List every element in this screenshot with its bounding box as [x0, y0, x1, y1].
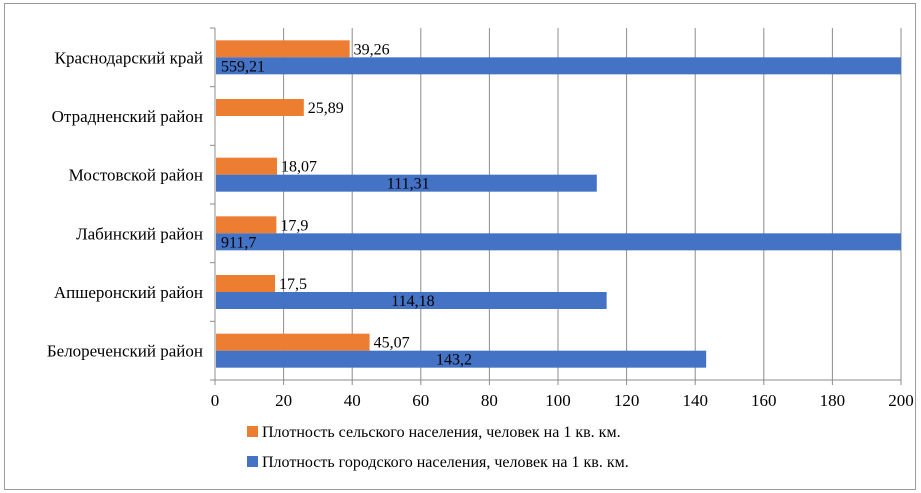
- bar-rural: [216, 99, 304, 116]
- bars: [216, 40, 901, 368]
- data-label-urban: 114,18: [391, 293, 434, 310]
- x-tick-label: 180: [820, 391, 846, 410]
- bar-rural: [216, 333, 370, 351]
- data-label-urban: 111,31: [387, 176, 430, 193]
- data-label-rural: 25,89: [308, 100, 344, 117]
- x-tick-label: 140: [682, 391, 708, 410]
- x-tick-label: 20: [275, 391, 292, 410]
- category-label: Апшеронский район: [54, 283, 203, 302]
- legend-swatch: [247, 426, 258, 437]
- legend-swatch: [247, 456, 258, 467]
- legend-label: Плотность сельского населения, человек н…: [262, 424, 621, 441]
- x-tick-label: 60: [412, 391, 429, 410]
- legend: Плотность сельского населения, человек н…: [247, 424, 629, 471]
- x-tick-label: 120: [614, 391, 640, 410]
- data-labels: 39,26 559,21 25,89 18,07 111,31 17,9 911,7 17,5…: [221, 41, 472, 368]
- bar-rural: [216, 275, 276, 292]
- category-label: Лабинский район: [76, 224, 203, 243]
- x-tick-label: 200: [888, 391, 914, 410]
- bar-chart: Краснодарский край Отрадненский район Мост…: [47, 27, 914, 471]
- data-label-urban: 911,7: [221, 234, 256, 251]
- bar-rural: [216, 157, 277, 175]
- x-tick-label: 160: [751, 391, 777, 410]
- data-label-rural: 45,07: [374, 335, 410, 352]
- data-label-rural: 39,26: [354, 41, 390, 58]
- legend-label: Плотность городского населения, человек …: [262, 454, 629, 471]
- data-label-urban: 143,2: [436, 352, 472, 369]
- x-tick-label: 100: [545, 391, 571, 410]
- x-tick-label: 0: [211, 391, 220, 410]
- category-label: Мостовской район: [69, 166, 203, 185]
- x-tick-label: 80: [481, 391, 498, 410]
- bar-urban: [216, 57, 901, 75]
- data-label-rural: 18,07: [281, 159, 317, 176]
- bar-urban: [216, 233, 901, 251]
- bar-urban: [216, 350, 707, 368]
- category-label: Отрадненский район: [52, 107, 203, 126]
- category-labels: Краснодарский край Отрадненский район Мост…: [47, 48, 203, 360]
- data-label-urban: 559,21: [221, 58, 265, 75]
- bar-rural: [216, 40, 350, 58]
- data-label-rural: 17,9: [280, 217, 308, 234]
- x-tick-label: 40: [344, 391, 361, 410]
- bar-rural: [216, 216, 277, 234]
- data-label-rural: 17,5: [279, 276, 307, 293]
- axes: [210, 27, 902, 385]
- chart-frame: Краснодарский край Отрадненский район Мост…: [4, 3, 916, 490]
- tick-labels: 0 20 40 60 80 100 120 140 160 180 200: [211, 391, 914, 410]
- category-label: Белореченский район: [47, 342, 203, 361]
- bar-urban: [216, 292, 607, 309]
- gridlines: [283, 28, 902, 380]
- category-label: Краснодарский край: [55, 48, 203, 67]
- bar-urban: [216, 174, 597, 192]
